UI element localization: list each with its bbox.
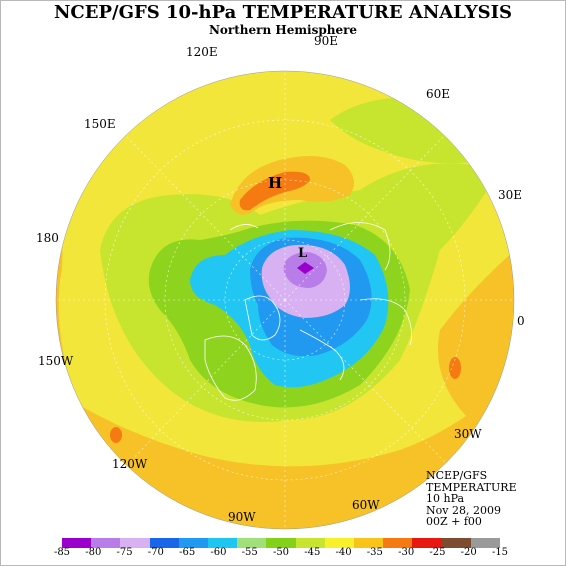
lon-label-150e: 150E — [84, 117, 116, 131]
map-subtitle: Northern Hemisphere — [208, 23, 358, 37]
lon-label-180: 180 — [36, 231, 59, 245]
low-pressure-marker: L — [298, 246, 308, 261]
legend-tick-label: -70 — [147, 547, 164, 558]
info-block: NCEP/GFS TEMPERATURE 10 hPa Nov 28, 2009… — [426, 470, 517, 528]
lon-label-30e: 30E — [498, 188, 523, 202]
lon-label-90w: 90W — [228, 510, 256, 524]
legend-swatch-13 — [441, 538, 471, 548]
legend-tick-label: -30 — [398, 547, 415, 558]
legend-tick-label: -40 — [335, 547, 352, 558]
info-source: NCEP/GFS — [426, 469, 488, 482]
map-title: NCEP/GFS 10-hPa TEMPERATURE ANALYSIS — [53, 2, 513, 23]
legend-swatch-9 — [324, 538, 355, 548]
legend-swatch-7 — [266, 538, 296, 548]
legend-tick-label: -75 — [116, 547, 133, 558]
legend-swatch-8 — [295, 538, 325, 548]
field-patch-southwest — [110, 427, 122, 443]
lon-label-30w: 30W — [454, 427, 482, 441]
legend-swatch-2 — [120, 538, 150, 548]
legend-tick-label: -20 — [460, 547, 477, 558]
field-warm-core — [239, 171, 310, 211]
lon-label-150w: 150W — [38, 354, 74, 368]
field-patch-east — [449, 357, 461, 379]
info-date: Nov 28, 2009 — [426, 503, 501, 517]
legend-tick-label: -55 — [241, 547, 258, 558]
color-legend — [62, 538, 501, 548]
lon-label-90e: 90E — [314, 34, 339, 48]
legend-tick-label: -60 — [210, 547, 227, 558]
lon-label-60e: 60E — [426, 87, 451, 101]
legend-tick-label: -80 — [85, 547, 102, 558]
legend-tick-label: -15 — [491, 547, 509, 558]
legend-tick-label: -45 — [304, 547, 321, 558]
coastlines — [204, 222, 413, 401]
legend-swatch-14 — [470, 538, 501, 548]
legend-swatch-4 — [178, 538, 209, 548]
legend-swatch-12 — [412, 538, 442, 548]
info-run: 00Z + f00 — [426, 515, 482, 528]
lon-label-120e: 120E — [186, 45, 218, 59]
legend-swatch-3 — [149, 538, 179, 548]
info-variable: TEMPERATURE — [426, 480, 517, 494]
legend-swatch-0 — [62, 538, 92, 548]
legend-swatch-6 — [237, 538, 267, 548]
legend-tick-label: -65 — [179, 547, 196, 558]
map-boundary — [55, 70, 515, 530]
legend-swatch-10 — [354, 538, 384, 548]
lon-label-120w: 120W — [112, 457, 148, 471]
legend-ticks: -85 -80 -75 -70 -65 -60 -55 -50 -45 -40 -35 -30 -25 -… — [0, 547, 566, 561]
legend-tick-label: -35 — [366, 547, 383, 558]
high-pressure-marker: H — [268, 174, 283, 192]
legend-tick-label: -50 — [272, 547, 290, 558]
legend-swatch-5 — [208, 538, 238, 548]
info-level: 10 hPa — [426, 492, 465, 505]
legend-tick-label: -85 — [53, 547, 71, 558]
legend-tick-label: -25 — [429, 547, 446, 558]
field-darkpurple-core — [297, 262, 314, 274]
legend-swatch-1 — [91, 538, 121, 548]
legend-swatch-11 — [383, 538, 413, 548]
lon-label-60w: 60W — [352, 498, 380, 512]
lon-label-0: 0 — [517, 314, 525, 328]
graticule — [56, 71, 514, 529]
